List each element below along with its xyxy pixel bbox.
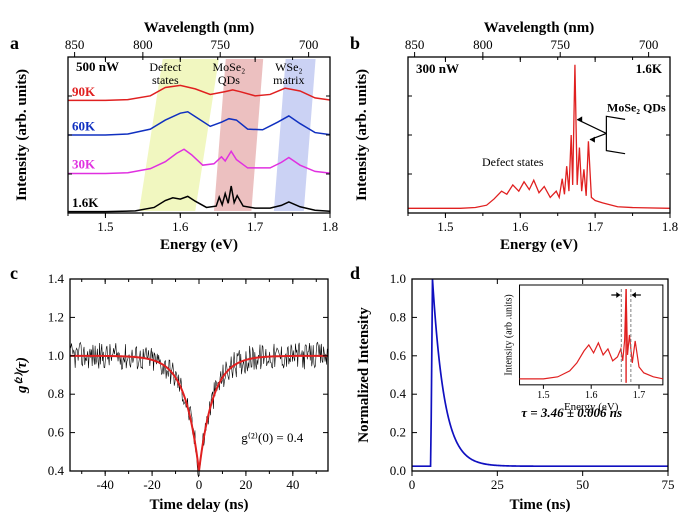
- panel-d: d 0 25 50 75 0.0 0.2 0.4 0.6 0.8 1.0 Time (ns) Norma…: [350, 265, 680, 515]
- panel-b-xtick: 1.5: [437, 219, 453, 234]
- panel-c-ytick: 0.8: [48, 386, 64, 401]
- panel-b-top-axis-label: Wavelength (nm): [484, 20, 594, 36]
- panel-c-ytick: 1.0: [48, 348, 64, 363]
- panel-b-temp-label: 1.6K: [636, 61, 663, 76]
- panel-a-toptick: 800: [133, 37, 153, 52]
- panel-c-xtick: -40: [97, 477, 114, 492]
- panel-b-toptick: 800: [473, 37, 493, 52]
- panel-d-ytick: 0.2: [390, 425, 406, 440]
- panel-c-xtick: -20: [143, 477, 160, 492]
- panel-a-temp-label: 1.6K: [72, 195, 99, 210]
- panel-c-ytick: 1.2: [48, 309, 64, 324]
- panel-d-ytick: 0.4: [390, 386, 407, 401]
- panel-d-y-axis-label: Normalized Intensity: [356, 307, 372, 443]
- panel-c-xtick: 0: [196, 477, 203, 492]
- panel-a-region-label: states: [152, 73, 179, 87]
- panel-b-toptick: 850: [405, 37, 425, 52]
- panel-a-region-label: WSe₂: [275, 60, 303, 74]
- panel-c-ytick: 0.6: [48, 425, 65, 440]
- panel-b-xtick: 1.6: [512, 219, 529, 234]
- panel-b-xtick: 1.7: [587, 219, 604, 234]
- panel-a-label: a: [10, 33, 19, 54]
- panel-c-x-axis-label: Time delay (ns): [150, 497, 249, 513]
- panel-a-temp-label: 30K: [72, 157, 96, 172]
- panel-d-xtick: 75: [662, 477, 675, 492]
- panel-a-power-label: 500 nW: [76, 59, 119, 74]
- panel-d-ytick: 0.6: [390, 348, 407, 363]
- panel-b-toptick: 700: [639, 37, 659, 52]
- panel-c-y-axis-label: g⁽²⁾(τ): [14, 357, 30, 394]
- panel-a-xtick: 1.7: [247, 219, 264, 234]
- panel-d-inset-y-label: Intensity (arb .units): [504, 294, 515, 375]
- panel-c: c -40 -20 0 20 40 0.4 0.6 0.8 1.0 1.2 1.4 Time delay…: [10, 265, 340, 515]
- panel-c-ytick: 1.4: [48, 271, 65, 286]
- panel-c-annotation: g⁽²⁾(0) = 0.4: [241, 430, 304, 445]
- panel-a-top-axis-label: Wavelength (nm): [144, 20, 254, 36]
- panel-b-label: b: [350, 33, 360, 54]
- panel-b-bracket: [606, 116, 625, 153]
- panel-a-y-axis-label: Intensity (arb. units): [14, 69, 30, 201]
- panel-b: b 1.5 1.6 1.7 1.8 850 800 750 700 Wavelength (nm)…: [350, 5, 680, 255]
- panel-b-curve: [408, 65, 670, 209]
- panel-c-label: c: [10, 263, 18, 284]
- panel-d-inset-xtick: 1.6: [585, 390, 598, 401]
- panel-a: a 90K 60K 30K 1.6K 1.5 1.6 1.7 1.8 850 800 750 700 Wa…: [10, 5, 340, 255]
- panel-b-frame: [408, 57, 670, 213]
- panel-d-xtick: 0: [409, 477, 416, 492]
- panel-b-xtick: 1.8: [662, 219, 678, 234]
- panel-a-toptick: 750: [210, 37, 230, 52]
- panel-a-temp-label: 60K: [72, 118, 96, 133]
- panel-a-region-label: matrix: [273, 73, 304, 87]
- panel-d-ytick: 1.0: [390, 271, 406, 286]
- panel-a-region-label: QDs: [218, 73, 240, 87]
- panel-d-label: d: [350, 263, 360, 284]
- panel-b-toptick: 750: [550, 37, 570, 52]
- panel-b-defect-label: Defect states: [482, 155, 544, 169]
- panel-b-qd-label: MoSe₂ QDs: [607, 101, 666, 115]
- panel-d-ytick: 0.8: [390, 309, 406, 324]
- panel-a-bottom-axis-label: Energy (eV): [160, 237, 238, 253]
- panel-c-noise: [70, 342, 328, 477]
- panel-c-ytick: 0.4: [48, 463, 65, 478]
- panel-b-y-axis-label: Intensity (arb. units): [354, 69, 370, 201]
- panel-d-xtick: 25: [491, 477, 504, 492]
- panel-a-region-label: Defect: [149, 60, 182, 74]
- panel-a-temp-label: 90K: [72, 84, 96, 99]
- panel-c-xtick: 40: [286, 477, 299, 492]
- panel-a-region-label: MoSe₂: [213, 60, 246, 74]
- panel-a-toptick: 700: [299, 37, 319, 52]
- panel-c-xtick: 20: [239, 477, 252, 492]
- panel-a-xtick: 1.6: [172, 219, 189, 234]
- panel-b-power-label: 300 nW: [416, 61, 459, 76]
- panel-a-toptick: 850: [65, 37, 85, 52]
- panel-d-ytick: 0.0: [390, 463, 406, 478]
- panel-b-bottom-axis-label: Energy (eV): [500, 237, 578, 253]
- panel-d-xtick: 50: [576, 477, 589, 492]
- panel-d-x-axis-label: Time (ns): [510, 497, 571, 513]
- panel-d-inset-x-label: Energy (eV): [564, 401, 619, 413]
- panel-a-xtick: 1.5: [97, 219, 113, 234]
- panel-a-xtick: 1.8: [322, 219, 338, 234]
- panel-c-fit: [70, 356, 328, 471]
- panel-d-inset-xtick: 1.7: [633, 390, 646, 401]
- panel-d-inset-xtick: 1.5: [537, 390, 550, 401]
